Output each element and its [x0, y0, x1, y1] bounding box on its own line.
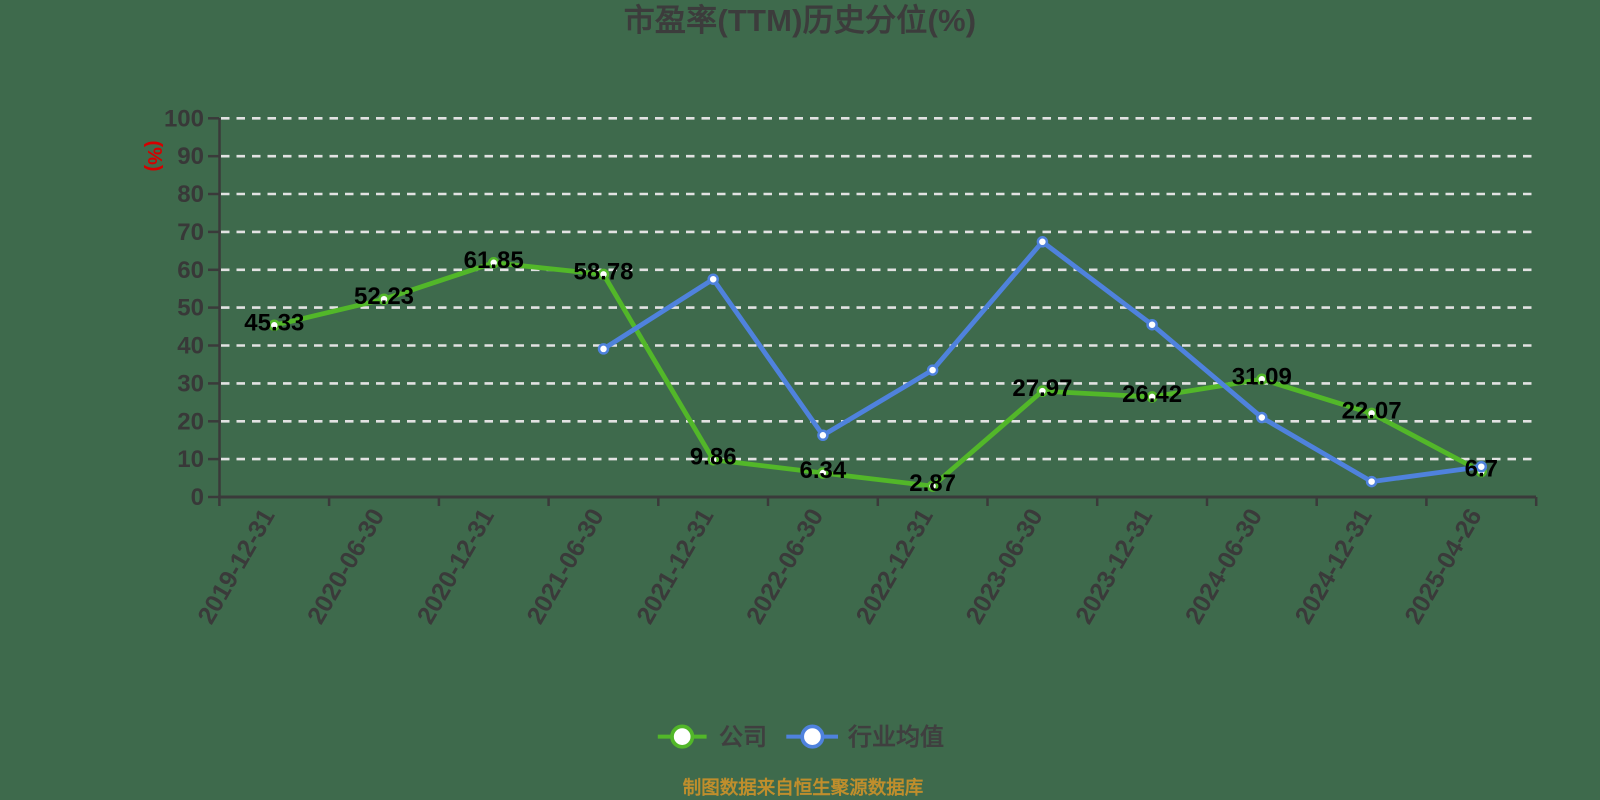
svg-text:61.85: 61.85 [464, 247, 524, 274]
svg-text:26.42: 26.42 [1122, 381, 1182, 408]
svg-text:10: 10 [177, 446, 204, 473]
svg-text:100: 100 [164, 105, 204, 132]
svg-text:45.33: 45.33 [244, 309, 304, 336]
svg-text:6.34: 6.34 [800, 457, 847, 484]
svg-text:6.7: 6.7 [1465, 456, 1498, 483]
svg-text:58.78: 58.78 [573, 258, 633, 285]
svg-text:9.86: 9.86 [690, 444, 737, 471]
svg-text:52.23: 52.23 [354, 283, 414, 310]
svg-text:2.87: 2.87 [909, 470, 956, 497]
svg-text:80: 80 [177, 181, 204, 208]
svg-text:22.07: 22.07 [1342, 397, 1402, 424]
svg-text:(%): (%) [143, 140, 165, 171]
svg-text:30: 30 [177, 370, 204, 397]
svg-text:市盈率(TTM)历史分位(%): 市盈率(TTM)历史分位(%) [624, 3, 977, 38]
svg-text:0: 0 [191, 484, 204, 511]
svg-text:40: 40 [177, 333, 204, 360]
svg-text:公司: 公司 [719, 724, 767, 751]
svg-text:20: 20 [177, 408, 204, 435]
svg-text:60: 60 [177, 257, 204, 284]
svg-text:70: 70 [177, 219, 204, 246]
svg-text:90: 90 [177, 143, 204, 170]
svg-text:31.09: 31.09 [1232, 363, 1292, 390]
svg-text:27.97: 27.97 [1012, 375, 1072, 402]
svg-text:50: 50 [177, 295, 204, 322]
svg-text:行业均值: 行业均值 [847, 723, 944, 751]
svg-text:制图数据来自恒生聚源数据库: 制图数据来自恒生聚源数据库 [683, 777, 924, 798]
